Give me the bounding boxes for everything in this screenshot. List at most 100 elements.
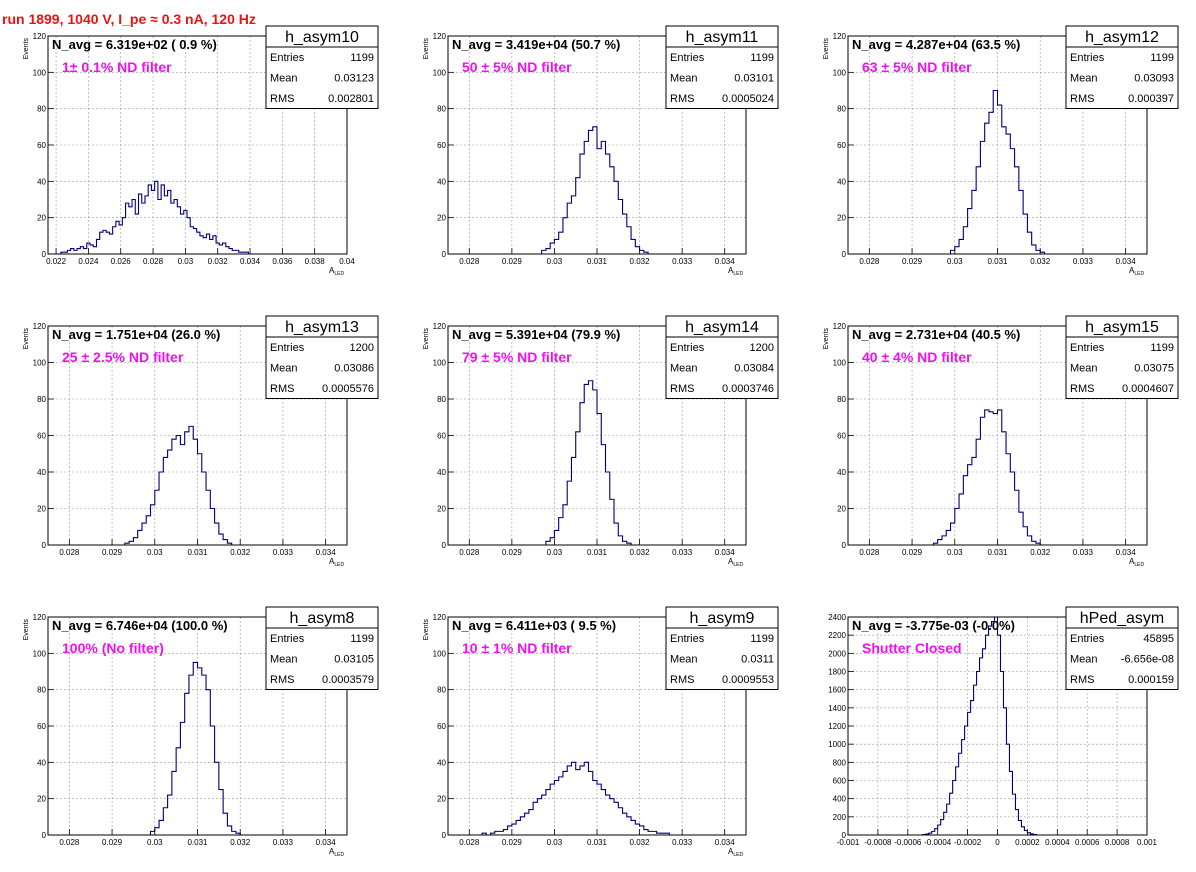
x-tick-label: 0.034	[316, 548, 337, 557]
y-tick-label: 120	[33, 32, 47, 41]
y-tick-label: 1400	[828, 704, 846, 713]
x-tick-label: 0.029	[102, 838, 123, 847]
y-axis-title: Events	[23, 328, 30, 350]
x-tick-label: 0.036	[272, 257, 293, 266]
stats-label: Entries	[270, 52, 305, 64]
stats-label: RMS	[670, 383, 694, 395]
stats-value: 1199	[1150, 342, 1174, 354]
stats-value: 0.03123	[334, 73, 374, 85]
x-tick-label: 0.031	[987, 548, 1008, 557]
x-tick-label: 0.029	[902, 257, 923, 266]
y-axis-title: Events	[823, 328, 830, 350]
x-tick-label: -0.0008	[864, 838, 892, 847]
y-tick-label: 100	[833, 68, 847, 77]
x-tick-label: 0.024	[78, 257, 99, 266]
x-axis-title: ALED	[329, 847, 344, 858]
y-tick-label: 400	[833, 795, 847, 804]
stats-label: RMS	[670, 674, 694, 686]
x-tick-label: 0.028	[459, 257, 480, 266]
y-tick-label: 60	[37, 141, 46, 150]
y-tick-label: 1200	[828, 722, 846, 731]
y-tick-label: 60	[437, 141, 446, 150]
y-tick-label: 80	[837, 105, 846, 114]
stats-value: 0.000397	[1128, 93, 1174, 105]
y-tick-label: 2200	[828, 631, 846, 640]
navg-label: N_avg = 5.391e+04 (79.9 %)	[452, 327, 620, 342]
stats-box	[265, 606, 379, 690]
stats-value: 1199	[750, 633, 774, 645]
filter-label: 100% (No filter)	[62, 640, 164, 656]
y-tick-label: 100	[33, 68, 47, 77]
x-tick-label: 0.0008	[1105, 838, 1130, 847]
y-tick-label: 2000	[828, 649, 846, 658]
navg-label: N_avg = 2.731e+04 (40.5 %)	[852, 327, 1020, 342]
y-tick-label: 1800	[828, 668, 846, 677]
stats-label: RMS	[270, 383, 294, 395]
x-tick-label: 0.0004	[1045, 838, 1070, 847]
y-tick-label: 60	[37, 432, 46, 441]
stats-label: Entries	[670, 633, 705, 645]
stats-value: 0.0005576	[322, 383, 374, 395]
x-tick-label: 0.033	[273, 548, 294, 557]
x-tick-label: -0.0004	[924, 838, 952, 847]
filter-label: 79 ± 5% ND filter	[462, 349, 572, 365]
histogram-name: h_asym13	[285, 319, 359, 336]
y-tick-label: 120	[833, 322, 847, 331]
stats-value: 0.0004607	[1122, 383, 1174, 395]
y-tick-label: 80	[437, 686, 446, 695]
x-tick-label: 0.029	[502, 838, 523, 847]
stats-label: Mean	[670, 363, 698, 375]
x-axis-title: ALED	[728, 847, 743, 858]
x-tick-label: 0.028	[459, 548, 480, 557]
x-tick-label: 0.034	[1116, 257, 1137, 266]
x-tick-label: 0.034	[715, 838, 736, 847]
stats-value: 0.03105	[334, 654, 374, 666]
stats-label: Entries	[670, 52, 705, 64]
y-axis-title: Events	[423, 38, 430, 60]
y-tick-label: 40	[837, 468, 846, 477]
filter-label: 63 ± 5% ND filter	[862, 59, 972, 75]
y-tick-label: 80	[437, 395, 446, 404]
x-tick-label: 0.03	[947, 257, 963, 266]
y-tick-label: 120	[33, 322, 47, 331]
x-tick-label: 0.029	[502, 257, 523, 266]
y-tick-label: 0	[842, 541, 847, 550]
x-tick-label: 0.028	[143, 257, 164, 266]
y-tick-label: 20	[837, 505, 846, 514]
x-tick-label: 0.029	[902, 548, 923, 557]
x-tick-label: 0.033	[672, 257, 693, 266]
x-tick-label: 0.032	[1030, 257, 1051, 266]
x-tick-label: 0.028	[859, 548, 880, 557]
x-axis-title-subscript: LED	[334, 271, 344, 277]
y-tick-label: 80	[437, 105, 446, 114]
stats-label: RMS	[1070, 674, 1094, 686]
histogram-name: h_asym15	[1085, 319, 1159, 336]
stats-label: Mean	[1070, 73, 1098, 85]
y-tick-label: 0	[842, 831, 847, 840]
histogram-panel-h_asym11: 0.028 0.029 0.03 0.031 0.032 0.033 0.034 0 20 40 6…	[423, 25, 779, 277]
stats-box	[665, 25, 779, 109]
stats-value: 1199	[350, 633, 374, 645]
x-axis-title-subscript: LED	[1134, 271, 1144, 277]
y-tick-label: 120	[433, 322, 447, 331]
y-tick-label: 80	[837, 395, 846, 404]
histogram-panel-h_asym9: 0.028 0.029 0.03 0.031 0.032 0.033 0.034 0 20 40 6…	[423, 606, 779, 858]
y-tick-label: 40	[37, 468, 46, 477]
stats-value: 0.03093	[1134, 73, 1174, 85]
filter-label: 40 ± 4% ND filter	[862, 349, 972, 365]
stats-label: RMS	[1070, 93, 1094, 105]
x-tick-label: 0.032	[630, 257, 651, 266]
stats-value: 0.002801	[328, 93, 374, 105]
x-tick-label: 0.033	[273, 838, 294, 847]
x-tick-label: 0.032	[1030, 548, 1051, 557]
stats-value: 0.0003579	[322, 674, 374, 686]
histogram-panel-h_asym15: 0.028 0.029 0.03 0.031 0.032 0.033 0.034 0 20 40 6…	[823, 315, 1179, 568]
histogram-name: hPed_asym	[1080, 610, 1165, 627]
x-tick-label: 0.001	[1137, 838, 1158, 847]
y-tick-label: 100	[433, 649, 447, 658]
stats-value: 0.03086	[334, 363, 374, 375]
x-axis-title: ALED	[728, 266, 743, 277]
y-tick-label: 40	[437, 468, 446, 477]
stats-label: RMS	[1070, 383, 1094, 395]
navg-label: N_avg = 6.746e+04 (100.0 %)	[52, 618, 228, 633]
